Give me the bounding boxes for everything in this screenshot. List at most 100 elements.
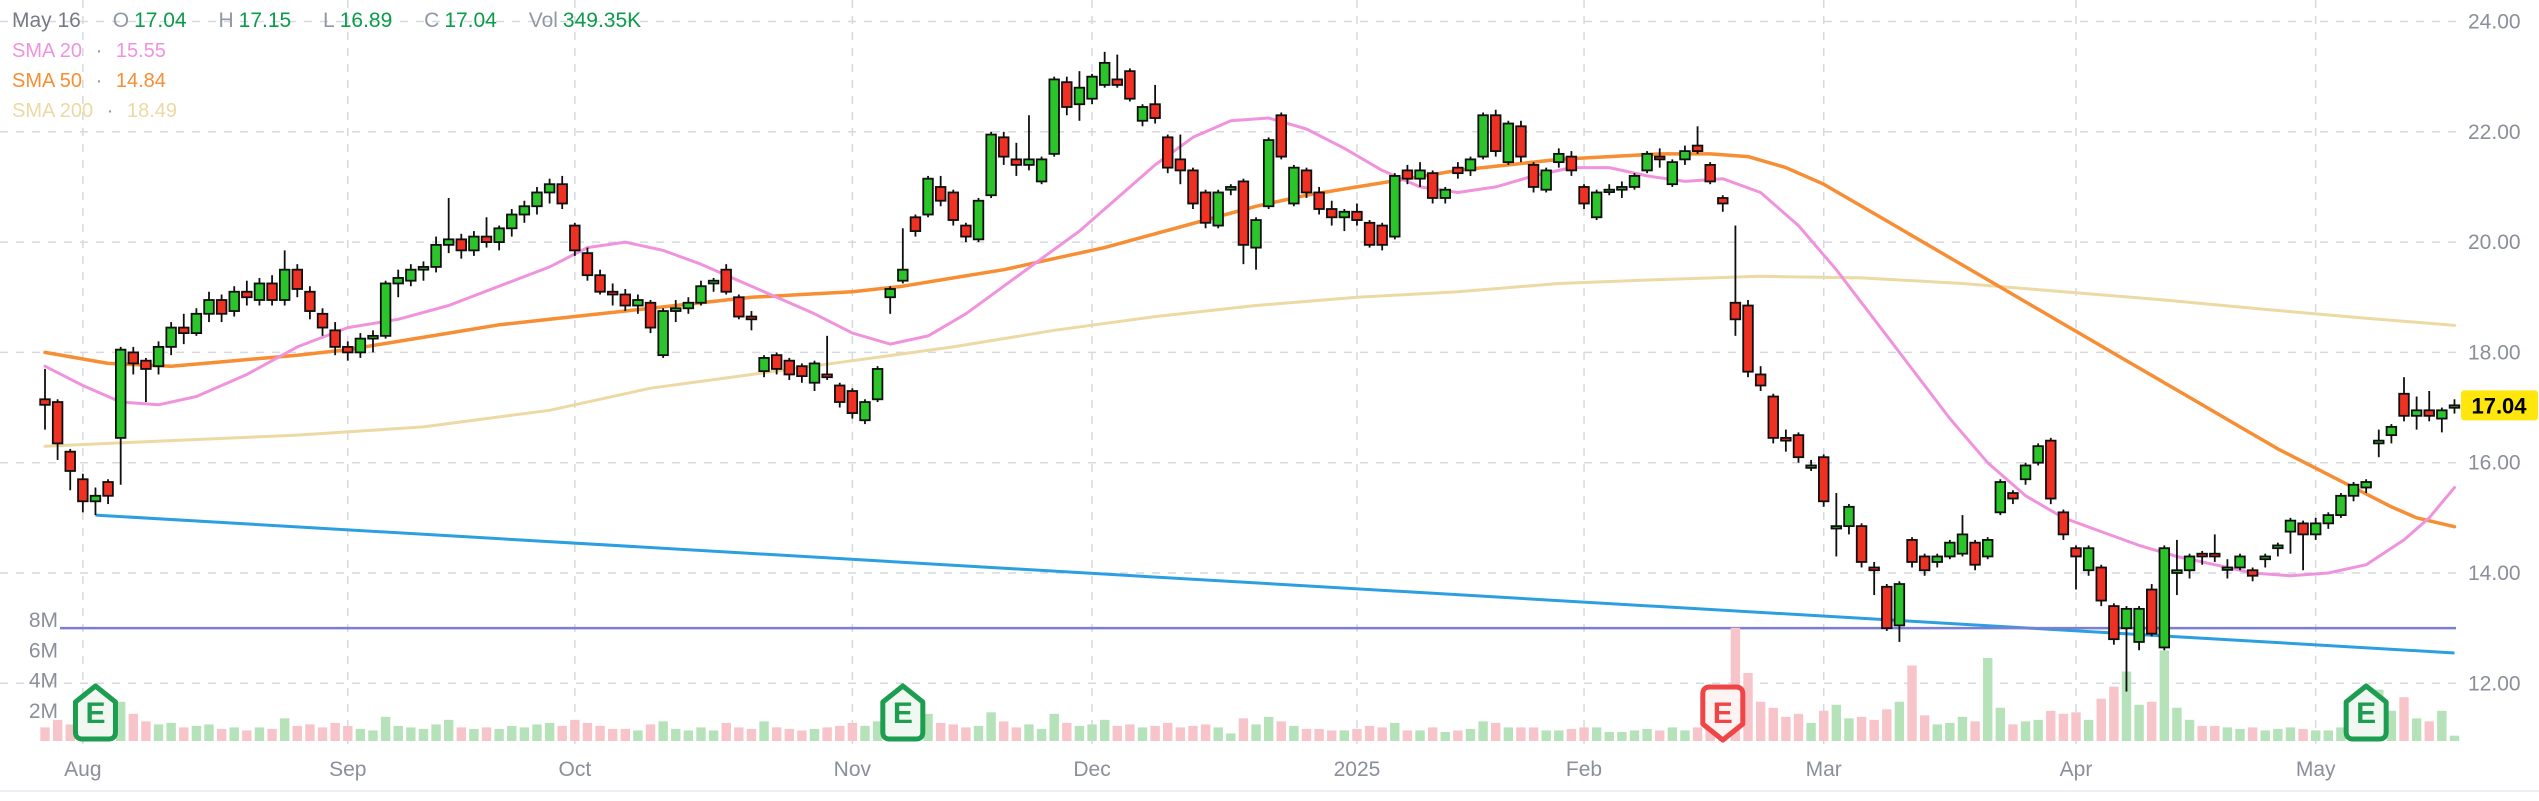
candle	[531, 186, 543, 215]
volume-bar	[1932, 724, 1942, 741]
volume-tick-label: 6M	[29, 639, 58, 662]
volume-bar	[2285, 727, 2296, 741]
volume-bar	[368, 730, 378, 741]
candle	[2183, 553, 2196, 579]
volume-bar	[1983, 657, 1993, 741]
last-price-tag: 17.04	[2461, 390, 2538, 421]
volume-bar	[1566, 728, 1577, 741]
volume-bar	[2046, 710, 2056, 741]
volume-tick-label: 8M	[29, 609, 58, 632]
earnings-badge-negative[interactable]: E	[1700, 684, 1746, 743]
candle	[480, 217, 493, 248]
volume-bar	[582, 722, 593, 741]
volume-bar	[1200, 724, 1211, 741]
volume-bar	[2210, 725, 2220, 741]
candle	[2335, 493, 2347, 518]
volume-bar	[2109, 686, 2119, 741]
earnings-badge-shape	[2343, 683, 2389, 742]
time-axis[interactable]: Aug Sep Oct Nov Dec 2025 Feb Mar Apr May	[64, 758, 2336, 781]
candle	[972, 197, 985, 243]
volume-bar	[935, 722, 946, 741]
volume-bar	[532, 724, 542, 741]
candle	[304, 286, 316, 320]
sma50-line	[43, 152, 2457, 529]
candle	[1212, 189, 1224, 229]
candle	[1414, 162, 1426, 187]
candle	[1363, 220, 1376, 248]
volume-bar	[242, 730, 252, 741]
candle	[1767, 393, 1779, 444]
candle	[1843, 504, 1855, 535]
earnings-badge-shape	[880, 683, 926, 742]
candle	[1048, 76, 1060, 157]
candle	[909, 214, 922, 237]
candle	[556, 175, 568, 210]
volume-bar	[1957, 716, 1968, 741]
volume-bar	[734, 727, 744, 741]
candle	[1086, 73, 1098, 105]
candle	[1717, 195, 1729, 212]
candle	[1893, 581, 1906, 642]
volume-bar	[2399, 697, 2409, 741]
candle	[2019, 462, 2032, 485]
candle	[682, 297, 695, 314]
volume-bar	[1844, 718, 1854, 741]
candle	[884, 286, 896, 314]
volume-bar	[1642, 728, 1652, 741]
candle	[392, 269, 404, 298]
earnings-badge-positive[interactable]: E	[2343, 683, 2389, 742]
volume-bar	[1074, 725, 1085, 741]
candle	[1956, 515, 1969, 557]
candle	[165, 322, 177, 356]
candle	[1250, 217, 1262, 270]
candle	[2158, 545, 2171, 651]
price-axis[interactable]: 24.00 22.00 20.00 18.00 16.00 14.00 12.00	[2468, 11, 2521, 696]
volume-bar	[1768, 707, 1778, 741]
volume-bar	[1617, 731, 1627, 741]
volume-bar	[2424, 721, 2434, 741]
volume-bar	[1402, 730, 1413, 741]
candle	[2309, 517, 2322, 540]
candle	[1540, 167, 1552, 193]
trendline[interactable]	[95, 513, 2455, 655]
earnings-badge-positive[interactable]: E	[72, 683, 118, 742]
volume-bar	[1629, 730, 1640, 741]
candle	[1061, 76, 1073, 116]
candle	[2373, 429, 2385, 458]
volume-bar	[860, 725, 870, 741]
candle	[114, 346, 127, 485]
volume-bar	[2008, 724, 2018, 741]
candle	[442, 197, 455, 254]
candle	[178, 313, 190, 345]
volume-bar	[2336, 727, 2346, 741]
volume-bar	[1125, 724, 1135, 741]
volume-bar	[2311, 730, 2321, 741]
candle	[278, 250, 291, 306]
candle	[379, 280, 392, 339]
earnings-badge-positive[interactable]: E	[880, 683, 926, 742]
volume-axis: 8M 6M 4M 2M	[29, 609, 58, 723]
candle	[1969, 539, 1981, 571]
candle	[190, 308, 203, 336]
candle	[1515, 120, 1527, 163]
volume-bar	[822, 727, 832, 741]
volume-bar	[1453, 730, 1463, 741]
volume-bar	[1049, 713, 1059, 741]
candle	[1654, 148, 1666, 168]
candle	[493, 225, 505, 251]
time-tick-label: Dec	[1073, 758, 1110, 781]
candle	[1439, 186, 1451, 204]
volume-bar	[1390, 722, 1400, 741]
candle	[1237, 178, 1250, 265]
candle	[960, 222, 972, 243]
candle	[783, 357, 795, 380]
candle	[430, 236, 442, 273]
volume-bar	[115, 701, 126, 741]
candle	[1918, 553, 1931, 576]
volume-bar	[2058, 713, 2069, 741]
gridlines	[0, 0, 2456, 747]
candle	[1426, 170, 1439, 204]
candle	[1035, 156, 1048, 185]
volume-bar	[557, 725, 567, 741]
